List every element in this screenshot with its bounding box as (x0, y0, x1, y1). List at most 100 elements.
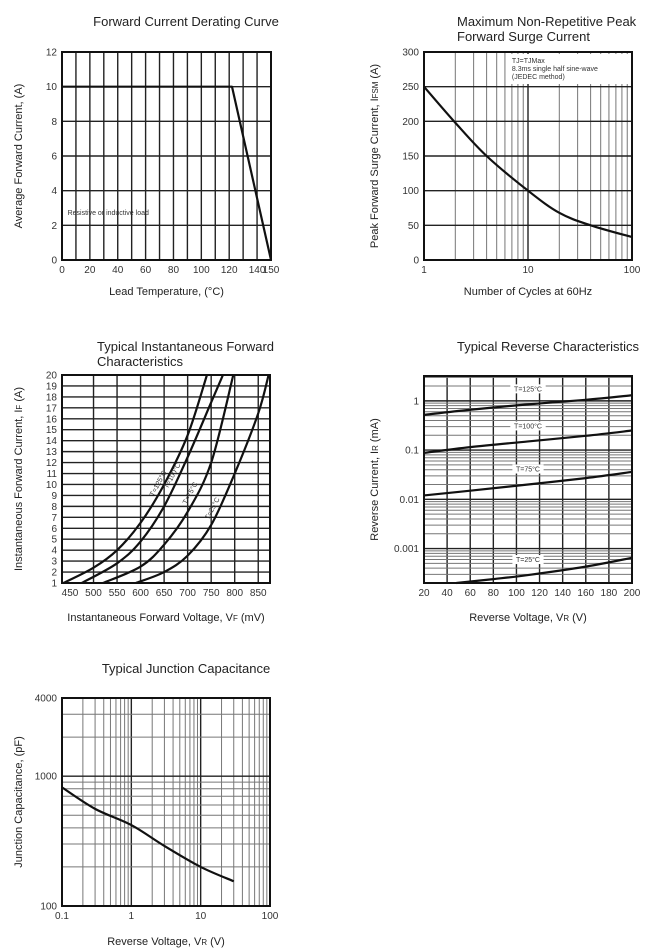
y-tick-label: 4 (51, 186, 57, 197)
x-tick-label: 160 (577, 588, 594, 599)
series-label: T=25°C (516, 556, 540, 564)
plot-frame (423, 375, 633, 584)
label-text: Reverse Voltage, V (107, 936, 202, 948)
series-line (456, 556, 633, 585)
chart-title: Maximum Non-Repetitive Peak Forward Surge… (457, 14, 637, 44)
x-tick-label: 100 (193, 265, 210, 276)
series-label: T=125°C (514, 385, 542, 393)
label-text: (mV) (238, 612, 265, 624)
y-tick-label: 7 (51, 513, 57, 524)
x-tick-label: 20 (418, 588, 430, 599)
x-tick-label: 0.1 (55, 911, 69, 922)
annotation: TJ=TJMax (512, 58, 545, 65)
y-tick-label: 250 (402, 82, 419, 93)
x-tick-label: 100 (508, 588, 525, 599)
x-tick-label: 550 (109, 588, 126, 599)
x-tick-label: 150 (263, 265, 280, 276)
label-text: Reverse Current, I (369, 451, 381, 541)
chart-reverse: Typical Reverse Characteristics 20 40 60 80 1… (369, 339, 641, 624)
label-subscript: R (201, 938, 207, 947)
x-tick-label: 200 (624, 588, 641, 599)
y-tick-label: 1000 (35, 772, 58, 783)
x-tick-label: 0 (59, 265, 65, 276)
y-tick-label: 1 (413, 396, 419, 407)
y-tick-label: 2 (51, 221, 57, 232)
label-text: (V) (569, 612, 587, 624)
x-tick-label: 40 (112, 265, 124, 276)
annotation-box (508, 54, 630, 84)
x-tick-label: 700 (179, 588, 196, 599)
x-tick-label: 20 (84, 265, 96, 276)
y-tick-label: 2 (51, 568, 57, 579)
series-line (423, 394, 633, 416)
label-text: Peak Forward Surge Current, I (369, 98, 381, 248)
series-line (423, 85, 633, 239)
x-tick-label: 10 (195, 911, 207, 922)
x-tick-label: 10 (522, 265, 534, 276)
y-tick-label: 150 (402, 152, 419, 163)
chart-title-line: Forward Current Derating Curve (93, 14, 279, 29)
y-axis-label: Average Forward Current, (A) (13, 84, 25, 229)
chart-title: Typical Reverse Characteristics (457, 339, 640, 354)
plot-frame (61, 374, 271, 584)
chart-title-line: Characteristics (97, 354, 183, 369)
chart-title-line: Maximum Non-Repetitive Peak (457, 14, 637, 29)
chart-title-line: Typical Reverse Characteristics (457, 339, 640, 354)
x-axis-label: Instantaneous Forward Voltage, VF (mV) (67, 612, 264, 624)
series-line (61, 786, 235, 883)
label-text: (V) (207, 936, 225, 948)
y-tick-label: 8 (51, 117, 57, 128)
label-text: (A) (369, 64, 381, 82)
y-tick-label: 12 (46, 48, 58, 59)
label-subscript: R (371, 445, 380, 451)
x-tick-label: 140 (249, 265, 266, 276)
x-tick-label: 80 (168, 265, 180, 276)
chart-title-line: Typical Instantaneous Forward (97, 339, 274, 354)
x-tick-label: 60 (140, 265, 152, 276)
series-line (102, 374, 235, 585)
series-line (423, 429, 633, 454)
y-tick-label: 100 (40, 902, 57, 913)
annotation: 8.3ms single half sine-wave (512, 66, 598, 73)
y-tick-label: 17 (46, 403, 58, 414)
label-text: Instantaneous Forward Voltage, V (67, 612, 233, 624)
x-tick-label: 1 (421, 265, 427, 276)
annotation: Resistive or inductive load (68, 210, 149, 217)
y-tick-label: 3 (51, 557, 57, 568)
y-tick-label: 14 (46, 436, 58, 447)
y-tick-label: 0.1 (405, 446, 419, 457)
x-tick-label: 180 (601, 588, 618, 599)
y-tick-label: 20 (46, 371, 58, 382)
y-tick-label: 8 (51, 502, 57, 513)
series-line (62, 374, 208, 584)
chart-title: Typical Instantaneous Forward Characteris… (97, 339, 274, 369)
y-tick-label: 0 (51, 256, 57, 267)
y-tick-label: 0 (413, 256, 419, 267)
label-subscript: R (563, 614, 569, 623)
y-tick-label: 13 (46, 447, 58, 458)
x-tick-label: 60 (465, 588, 477, 599)
series-label: T=75°C (516, 466, 540, 474)
y-axis-label: Reverse Current, IR (mA) (369, 418, 381, 540)
series-line (62, 85, 273, 261)
label-text: Reverse Voltage, V (469, 612, 564, 624)
x-tick-label: 40 (442, 588, 454, 599)
x-tick-label: 1 (129, 911, 135, 922)
x-tick-label: 450 (62, 588, 79, 599)
x-tick-label: 600 (132, 588, 149, 599)
y-tick-label: 19 (46, 381, 58, 392)
y-axis-label: Junction Capacitance, (pF) (13, 736, 25, 867)
plot-frame (61, 51, 272, 261)
x-axis-label: Number of Cycles at 60Hz (464, 286, 592, 298)
series-label-bg (512, 464, 544, 474)
y-tick-label: 1 (51, 579, 57, 590)
x-tick-label: 140 (554, 588, 571, 599)
x-tick-label: 100 (262, 911, 279, 922)
series-label-bg (510, 384, 546, 394)
plot-frame (61, 697, 271, 907)
chart-capacitance: Typical Junction Capacitance 0.1 1 10 100 100… (13, 661, 279, 948)
y-axis-label: Instantaneous Forward Current, IF (A) (13, 387, 25, 571)
y-tick-label: 50 (408, 221, 420, 232)
chart-surge: Maximum Non-Repetitive Peak Forward Surge… (369, 14, 641, 298)
